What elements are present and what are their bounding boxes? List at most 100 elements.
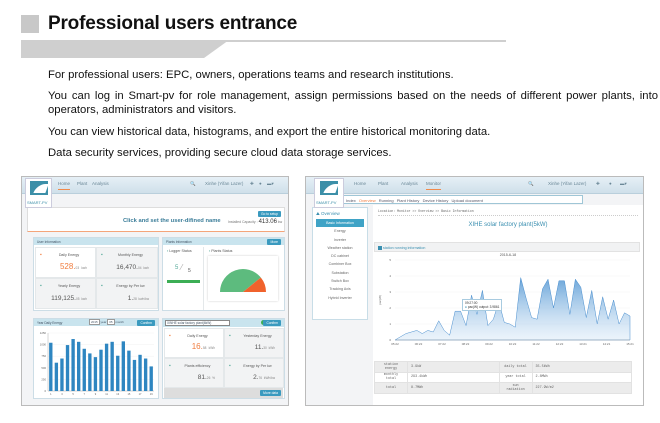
section-header: station running information <box>374 242 640 252</box>
search-icon[interactable]: 🔍 <box>190 181 196 186</box>
language-icon[interactable]: ▬▾ <box>267 181 274 186</box>
plant-daily-energy-cell: ▪ Daily Energy 16.58 kWh <box>164 328 224 358</box>
svg-text:500: 500 <box>41 366 46 370</box>
table-row: station energy 3.9kW daily total 35.5kWh <box>374 361 632 373</box>
plants-efficiency-cell: ▪ Plants efficiency 81.26 % <box>164 358 224 388</box>
bullet-icon: ▪ <box>101 283 103 289</box>
panel-title: Plants Information More <box>163 238 284 245</box>
nav-home[interactable]: Home <box>354 181 367 186</box>
chart-tooltip: 09:27:00 ● pac(W) output: 3.9861 <box>462 299 503 311</box>
settings-icon[interactable]: ● <box>259 181 262 186</box>
confirm-button[interactable]: Confirm <box>263 320 281 326</box>
sidebar-item-inverter[interactable]: Inverter <box>333 237 347 242</box>
search-icon[interactable]: 🔍 <box>528 181 534 186</box>
subtab-upload-document[interactable]: Upload document <box>451 197 483 203</box>
plant-detail-panel: XINHE solar factory plant(6kW) Confirm ▪… <box>162 318 285 399</box>
overview-icon: ⛰ <box>316 211 320 216</box>
energy-per-kw-cell: ▪ Energy by Per kw 1.28 kwh/kw <box>96 278 158 309</box>
svg-text:750: 750 <box>41 354 46 358</box>
svg-text:15: 15 <box>127 392 130 396</box>
svg-text:17: 17 <box>139 392 142 396</box>
banner-title[interactable]: Click and set the user-difined name <box>123 218 221 224</box>
subtab-overview[interactable]: Overview <box>358 197 376 203</box>
breadcrumb: Location: Monitor >> Overview >> Basic I… <box>378 209 474 213</box>
sidebar-item-hybrid-inverter[interactable]: Hybrid Inverter <box>328 295 352 300</box>
svg-text:11: 11 <box>105 392 108 396</box>
nav-plant[interactable]: Plant <box>378 181 389 186</box>
bullet-icon: ▪ <box>40 283 42 289</box>
svg-text:12:22: 12:22 <box>556 342 564 346</box>
add-icon[interactable]: ✚ <box>596 181 600 186</box>
sidebar-item-basic-information[interactable]: Basic Information <box>316 219 364 228</box>
sidebar-item-tracking-axis[interactable]: Tracking Axis <box>329 287 351 292</box>
subtab-device-history[interactable]: Device History <box>422 197 449 203</box>
svg-text:0: 0 <box>44 389 46 393</box>
svg-text:1: 1 <box>50 392 52 396</box>
nav-home[interactable]: Home <box>58 181 71 190</box>
more-data-button[interactable]: More data <box>260 390 281 396</box>
svg-text:9: 9 <box>95 392 97 396</box>
sidebar-item-weather-station[interactable]: Weather station <box>327 245 353 250</box>
sub-tabs: Index Overview Running Plant History Dev… <box>343 195 583 204</box>
nav-analysis[interactable]: Analysis <box>92 181 109 186</box>
add-icon[interactable]: ✚ <box>250 181 254 186</box>
nav-analysis[interactable]: Analysis <box>401 181 418 186</box>
table-row: total 8.7MWh sun radiation 227.9W/m2 <box>374 382 632 394</box>
bullet-icon: ▪ <box>101 252 103 258</box>
svg-text:1: 1 <box>389 322 391 326</box>
plant-select[interactable]: XINHE solar factory plant(6kW) <box>165 320 230 326</box>
language-icon[interactable]: ▬▾ <box>620 181 627 186</box>
svg-text:2: 2 <box>389 306 391 310</box>
go-to-setup-button[interactable]: Go to setup <box>257 211 281 217</box>
header-rule <box>220 40 506 42</box>
svg-text:5: 5 <box>389 258 391 262</box>
logger-total: 5 <box>188 268 191 274</box>
subtab-index[interactable]: Index <box>346 197 356 203</box>
settings-icon[interactable]: ● <box>609 181 612 186</box>
confirm-button[interactable]: Confirm <box>137 320 155 326</box>
sidebar-item-switch-box[interactable]: Switch Box <box>331 279 349 284</box>
header-marker <box>21 15 39 33</box>
station-stats-table: station energy 3.9kW daily total 35.5kWh mo… <box>374 361 632 394</box>
panel-footer: More data <box>164 388 283 398</box>
svg-text:3: 3 <box>389 290 391 294</box>
svg-text:07:22: 07:22 <box>438 342 446 346</box>
plants-status-label: ▪ Plants Status <box>209 249 233 253</box>
svg-text:08:22: 08:22 <box>462 342 470 346</box>
monitor-screenshot: Home Plant Analysis Monitor 🔍 Xinhe (Yif… <box>305 176 644 406</box>
sidebar-item-substation[interactable]: Substation <box>331 270 349 275</box>
overview-sidebar: ⛰ Overview Basic Information Energy Inve… <box>312 207 368 320</box>
sidebar-item-combiner-box[interactable]: Combiner Box <box>328 262 352 267</box>
yearly-energy-cell: ▪ Yearly Energy 119,125.05 kwh <box>35 278 96 309</box>
subtab-plant-history[interactable]: Plant History <box>396 197 420 203</box>
svg-text:1000: 1000 <box>40 343 47 347</box>
chart-date: 2015-6-18 <box>499 253 517 257</box>
svg-text:pac(W): pac(W) <box>378 295 382 305</box>
svg-text:09:22: 09:22 <box>485 342 493 346</box>
smart-pv-logo[interactable]: SMART-PV <box>25 178 52 208</box>
year-select[interactable]: 2015 <box>89 319 100 325</box>
svg-text:1250: 1250 <box>40 331 47 335</box>
month-select[interactable]: 05 <box>107 319 115 325</box>
monthly-energy-cell: ▪ Monthly Energy 16,470.04 kwh <box>96 247 158 278</box>
more-button[interactable]: More <box>267 239 281 245</box>
bullet-icon: ▪ <box>40 252 42 258</box>
logger-progress-bar <box>167 280 200 283</box>
divider: ⁄ <box>181 263 183 272</box>
paragraph-1: For professional users: EPC, owners, ope… <box>48 69 454 81</box>
subtab-running[interactable]: Running <box>378 197 394 203</box>
name-banner: Go to setup Click and set the user-difin… <box>27 207 285 232</box>
header-band <box>21 40 229 58</box>
svg-text:15:21: 15:21 <box>626 342 634 346</box>
nav-plant[interactable]: Plant <box>77 181 88 186</box>
sidebar-item-dc-cabinet[interactable]: DC cabinet <box>331 254 349 259</box>
user-name[interactable]: Xinhe (Yifan Lazer) <box>548 181 587 186</box>
plants-status-chart <box>208 256 278 301</box>
user-name[interactable]: Xinhe (Yifan Lazer) <box>205 181 244 186</box>
sidebar-item-energy[interactable]: Energy <box>334 229 346 234</box>
smart-pv-logo[interactable]: SMART-PV <box>314 178 344 208</box>
plant-title: XIHE solar factory plant(5kW) <box>468 222 548 228</box>
nav-monitor[interactable]: Monitor <box>426 181 442 190</box>
svg-text:13:21: 13:21 <box>579 342 587 346</box>
